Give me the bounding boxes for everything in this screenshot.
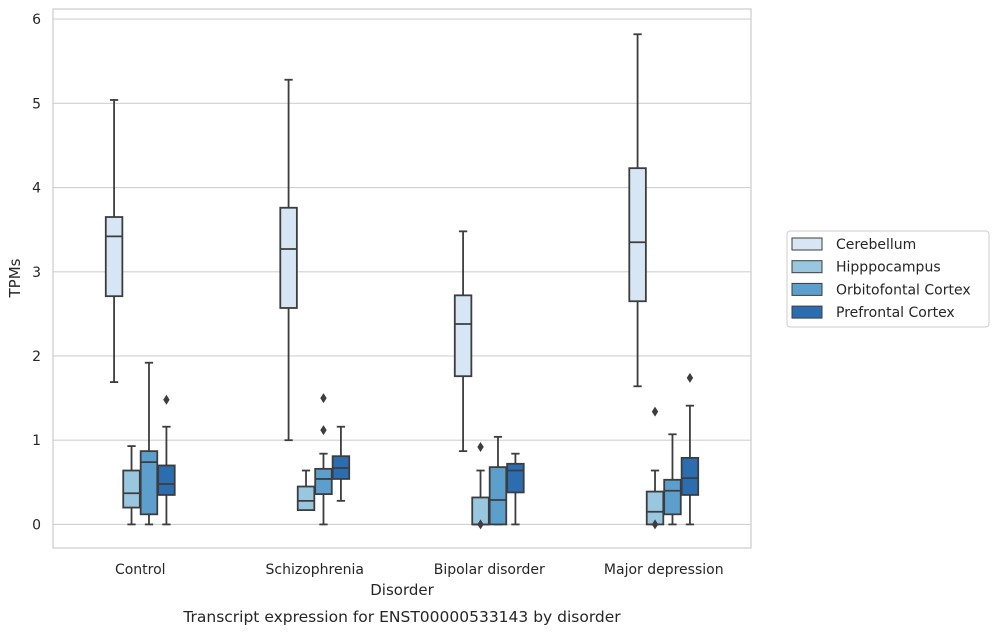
- box-body: [488, 466, 508, 526]
- legend-swatch: [791, 282, 823, 296]
- legend-swatch: [791, 260, 823, 274]
- box: [279, 78, 298, 442]
- legend-entry: Orbitofontal Cortex: [836, 282, 971, 298]
- plot-frame: [52, 8, 752, 549]
- box-body: [139, 450, 159, 516]
- box: [104, 99, 124, 383]
- box-body: [663, 478, 682, 516]
- legend-entry: Prefrontal Cortex: [836, 305, 955, 321]
- box-body: [453, 294, 473, 378]
- box-body: [122, 469, 141, 509]
- x-axis-title: Disorder: [370, 581, 434, 599]
- box-body: [104, 216, 124, 298]
- outlier-point: [320, 425, 327, 436]
- legend-entry: Cerebellum: [836, 237, 916, 253]
- y-axis-title: TPMs: [6, 258, 24, 298]
- box: [680, 372, 700, 526]
- outlier-point: [686, 372, 694, 383]
- box-body: [314, 467, 333, 496]
- legend-frame: [786, 230, 990, 328]
- box: [314, 393, 333, 526]
- box: [628, 33, 647, 388]
- chart-caption: Transcript expression for ENST0000053314…: [182, 608, 621, 626]
- outlier-point: [651, 406, 659, 417]
- box: [506, 452, 525, 526]
- outlier-point: [163, 394, 170, 405]
- box: [663, 433, 682, 526]
- x-tick-label: Control: [115, 562, 166, 578]
- y-tick-label: 4: [32, 181, 41, 197]
- x-tick-labels: Control Schizophrenia Bipolar disorder Majo…: [115, 562, 724, 578]
- y-tick-label: 2: [32, 349, 41, 365]
- legend-swatch: [791, 237, 823, 251]
- box-body: [506, 462, 525, 494]
- outlier-point: [477, 441, 484, 452]
- x-tick-label: Major depression: [604, 562, 724, 578]
- y-tick-label: 3: [32, 265, 41, 281]
- x-tick-label: Bipolar disorder: [434, 562, 545, 578]
- box: [296, 469, 316, 512]
- box: [139, 361, 159, 526]
- legend-entry: Hipppocampus: [836, 260, 941, 276]
- box-body: [680, 456, 700, 496]
- outlier-point: [320, 393, 327, 404]
- y-tick-label: 6: [32, 12, 41, 28]
- outlier-point: [477, 519, 484, 530]
- box-body: [628, 167, 647, 303]
- legend: Cerebellum Hipppocampus Orbitofontal Corte…: [786, 230, 990, 328]
- legend-swatch: [791, 305, 823, 319]
- y-tick-label: 1: [32, 433, 41, 449]
- box-body: [157, 464, 176, 496]
- box-body: [279, 206, 298, 309]
- x-tick-label: Schizophrenia: [266, 562, 364, 578]
- box: [488, 435, 508, 526]
- outlier-point: [651, 519, 659, 530]
- box-series: [104, 33, 700, 530]
- y-tick-labels: 0 1 2 3 4 5 6: [32, 12, 41, 533]
- y-tick-label: 0: [32, 517, 41, 533]
- box: [471, 441, 490, 530]
- box: [331, 425, 351, 502]
- box: [157, 394, 176, 526]
- box-body: [296, 485, 316, 512]
- box: [453, 230, 473, 453]
- y-tick-label: 5: [32, 96, 41, 112]
